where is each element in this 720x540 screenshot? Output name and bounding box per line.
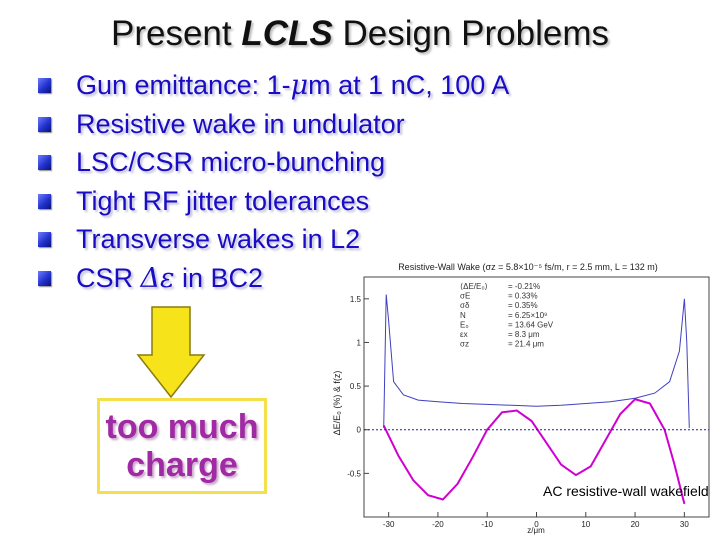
legend-value: = 21.4 μm (508, 340, 544, 349)
legend-value: = 6.25×10⁹ (508, 311, 547, 320)
legend-label: N (460, 311, 466, 320)
box-line-2: charge (126, 446, 238, 484)
legend-value: = 0.33% (508, 292, 538, 301)
legend-label: σE (460, 292, 470, 301)
bullet-square-icon (38, 78, 51, 93)
x-tick-label: 30 (680, 520, 689, 529)
y-tick-label: 1 (357, 338, 362, 347)
y-tick-label: 1.5 (350, 295, 362, 304)
series-line (383, 294, 690, 429)
legend-value: = 13.64 GeV (508, 320, 554, 329)
slide-title: Present LCLS Design Problems (111, 14, 609, 53)
legend-label: σz (460, 340, 469, 349)
bullet-item: LSC/CSR micro-bunching (38, 143, 509, 182)
bullet-item: Resistive wake in undulator (38, 105, 509, 144)
legend-value: = -0.21% (508, 282, 540, 291)
y-tick-label: 0 (357, 426, 362, 435)
mu-symbol: μ (290, 70, 309, 101)
x-axis-label: z/μm (527, 526, 545, 535)
legend-label: σδ (460, 301, 470, 310)
bullet-item: Tight RF jitter tolerances (38, 182, 509, 221)
y-tick-label: 0.5 (350, 382, 362, 391)
down-arrow-icon (136, 306, 206, 399)
title-emphasis: LCLS (241, 14, 333, 53)
bullet-item: Transverse wakes in L2 (38, 220, 509, 259)
delta-epsilon-symbol: Δε (140, 262, 175, 294)
y-axis-label: ΔE/E₀ (%) & f(z) (332, 371, 342, 436)
plot-title: Resistive-Wall Wake (σz = 5.8×10⁻⁵ fs/m,… (398, 262, 658, 272)
bullet-item: Gun emittance: 1-μm at 1 nC, 100 A (38, 66, 509, 105)
series-line (382, 398, 686, 505)
legend-label: εx (460, 330, 468, 339)
bullet-square-icon (38, 116, 51, 132)
bullet-square-icon (38, 155, 51, 170)
plot-caption: AC resistive-wall wakefield (543, 483, 709, 499)
bullet-item: CSR Δε in BC2 (38, 259, 509, 298)
bullet-square-icon (38, 193, 51, 209)
bullet-square-icon (38, 270, 51, 286)
wake-plot: Resistive-Wall Wake (σz = 5.8×10⁻⁵ fs/m,… (328, 253, 714, 535)
plot-series (364, 294, 709, 505)
legend-label: E₀ (460, 320, 469, 329)
legend-label: ⟨ΔE/E₀⟩ (460, 282, 488, 291)
bullet-list: Gun emittance: 1-μm at 1 nC, 100 A Resis… (38, 66, 509, 297)
x-tick-label: -10 (481, 520, 493, 529)
too-much-charge-box: too much charge (97, 398, 267, 494)
bullet-square-icon (38, 232, 51, 247)
x-tick-label: -20 (432, 520, 444, 529)
plot-legend: ⟨ΔE/E₀⟩ = -0.21% σE = 0.33% σδ = 0.35% N = 6.25… (460, 282, 554, 349)
axis-ticks: -30 -20 -10 0 10 20 30 -0.5 0 0.5 1 1.5 (347, 295, 689, 529)
box-line-1: too much (105, 408, 259, 446)
legend-value: = 0.35% (508, 301, 538, 310)
x-tick-label: -30 (383, 520, 395, 529)
y-tick-label: -0.5 (347, 469, 361, 478)
x-tick-label: 20 (631, 520, 640, 529)
legend-value: = 8.3 μm (508, 330, 540, 339)
x-tick-label: 10 (581, 520, 590, 529)
x-tick-label: 0 (534, 520, 539, 529)
